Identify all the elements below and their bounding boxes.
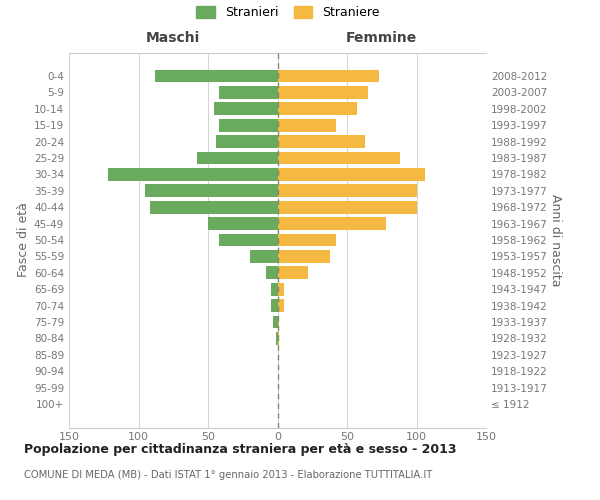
Bar [277,316,279,328]
Bar [277,201,416,213]
Legend: Stranieri, Straniere: Stranieri, Straniere [196,6,380,19]
Bar [271,299,277,312]
Bar [277,168,425,181]
Bar [149,201,277,213]
Bar [219,234,277,246]
Text: Femmine: Femmine [346,31,418,45]
Bar [277,250,331,263]
Text: Popolazione per cittadinanza straniera per età e sesso - 2013: Popolazione per cittadinanza straniera p… [24,442,457,456]
Bar [277,332,279,345]
Bar [219,119,277,132]
Bar [250,250,277,263]
Bar [277,135,365,148]
Bar [155,70,277,82]
Bar [217,135,277,148]
Bar [277,184,416,197]
Y-axis label: Fasce di età: Fasce di età [17,202,30,278]
Bar [277,119,336,132]
Bar [277,86,368,99]
Bar [277,152,400,164]
Bar [271,283,277,296]
Y-axis label: Anni di nascita: Anni di nascita [548,194,562,286]
Bar [214,102,277,115]
Bar [277,283,284,296]
Bar [277,102,357,115]
Text: Maschi: Maschi [146,31,200,45]
Bar [277,70,379,82]
Bar [266,266,277,279]
Bar [277,217,386,230]
Bar [277,234,336,246]
Bar [276,332,277,345]
Bar [208,217,277,230]
Text: COMUNE DI MEDA (MB) - Dati ISTAT 1° gennaio 2013 - Elaborazione TUTTITALIA.IT: COMUNE DI MEDA (MB) - Dati ISTAT 1° genn… [24,470,432,480]
Bar [274,316,277,328]
Bar [145,184,277,197]
Bar [108,168,277,181]
Bar [277,299,284,312]
Bar [219,86,277,99]
Bar [277,266,308,279]
Bar [197,152,277,164]
